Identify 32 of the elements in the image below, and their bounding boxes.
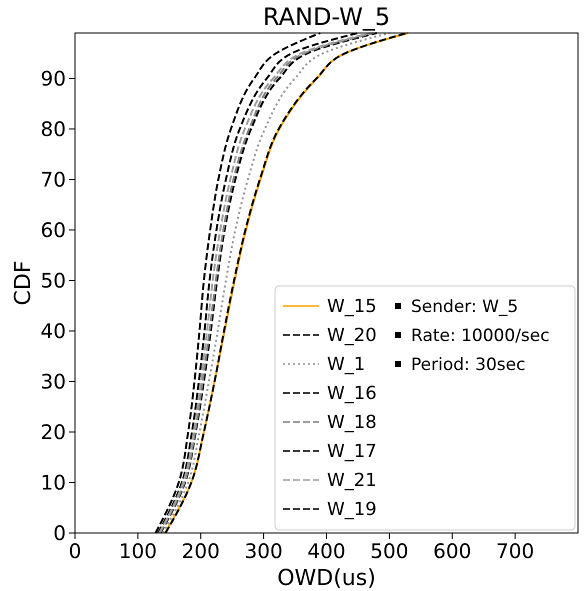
y-axis-title: CDF (11, 260, 36, 306)
y-tick-label: 20 (40, 420, 66, 444)
legend-label: W_1 (327, 354, 366, 375)
y-tick-label: 70 (40, 167, 66, 192)
y-tick-label: 40 (40, 318, 66, 343)
x-tick-label: 300 (244, 539, 283, 563)
y-tick-label: 60 (40, 218, 66, 242)
y-tick-label: 90 (40, 66, 66, 90)
annotation: Period: 30sec (411, 355, 526, 375)
y-tick-label: 80 (40, 116, 66, 141)
x-tick-label: 400 (307, 539, 346, 563)
x-tick-label: 500 (370, 539, 408, 563)
x-tick-label: 100 (118, 539, 157, 563)
y-tick-label: 10 (40, 470, 66, 494)
legend-label: W_18 (327, 412, 377, 433)
legend-label: W_20 (327, 325, 377, 346)
legend-label: W_19 (327, 499, 377, 520)
annotation: Rate: 10000/sec (411, 326, 550, 346)
x-axis-title: OWD(us) (277, 566, 376, 591)
x-tick-label: 700 (496, 539, 534, 563)
x-tick-label: 200 (182, 539, 220, 563)
legend-label: W_17 (327, 441, 377, 462)
annotation: Sender: W_5 (411, 297, 518, 317)
legend-label: W_15 (327, 296, 377, 317)
y-tick-label: 50 (40, 268, 66, 292)
legend-label: W_16 (327, 383, 377, 404)
chart-title: RAND-W_5 (262, 3, 390, 31)
y-tick-label: 0 (53, 521, 66, 545)
legend-label: W_21 (327, 470, 377, 491)
x-tick-label: 0 (68, 539, 82, 563)
y-tick-label: 30 (40, 369, 66, 394)
x-tick-label: 600 (433, 539, 472, 563)
